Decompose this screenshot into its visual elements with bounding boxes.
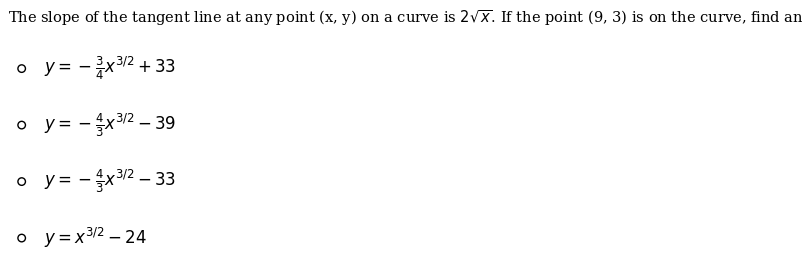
Text: $y = -\frac{4}{3}x^{3/2} - 39$: $y = -\frac{4}{3}x^{3/2} - 39$ [44, 111, 176, 139]
Text: The slope of the tangent line at any point (x, y) on a curve is $2\sqrt{x}$. If : The slope of the tangent line at any poi… [8, 8, 802, 28]
Text: $y = -\frac{3}{4}x^{3/2} + 33$: $y = -\frac{3}{4}x^{3/2} + 33$ [44, 55, 176, 82]
Text: $y = -\frac{4}{3}x^{3/2} - 33$: $y = -\frac{4}{3}x^{3/2} - 33$ [44, 168, 176, 195]
Text: $y = x^{3/2} - 24$: $y = x^{3/2} - 24$ [44, 226, 147, 250]
